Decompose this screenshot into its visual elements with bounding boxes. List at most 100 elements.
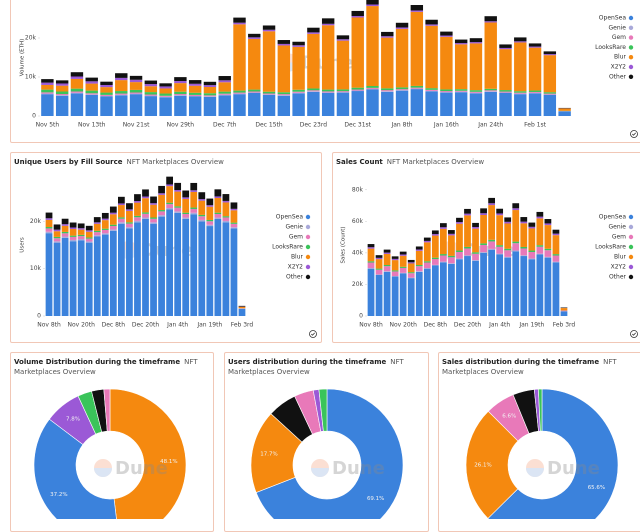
bar-segment <box>488 198 495 203</box>
bar-segment <box>545 219 552 223</box>
bar-segment <box>159 86 171 88</box>
bar-segment <box>126 228 133 316</box>
legend-swatch <box>306 245 310 249</box>
slice-label: 6.6% <box>502 413 516 419</box>
bar-segment <box>472 223 479 227</box>
bar-segment <box>496 254 503 255</box>
legend-swatch <box>629 35 633 39</box>
bar-segment <box>204 87 216 93</box>
legend-swatch <box>306 215 310 219</box>
bar-segment <box>219 95 231 116</box>
bar-segment <box>553 230 560 234</box>
bar-segment <box>115 78 127 80</box>
bar-segment <box>71 93 83 94</box>
bar-segment <box>118 224 125 316</box>
bar-segment <box>366 0 378 4</box>
bar-segment <box>499 90 511 92</box>
bar-segment <box>219 82 231 91</box>
bar-segment <box>366 89 378 116</box>
bar-segment <box>553 262 560 316</box>
bar-segment <box>322 93 334 116</box>
bar-segment <box>448 264 455 316</box>
bar-segment <box>472 229 479 253</box>
bar-segment <box>425 20 437 25</box>
bar-segment <box>248 34 260 38</box>
bar-segment <box>529 93 541 116</box>
bar-segment <box>198 216 205 220</box>
bar-segment <box>416 266 423 271</box>
x-tick-label: Nov 13th <box>78 122 106 129</box>
bar-segment <box>536 254 543 316</box>
x-tick-label: Feb 3rd <box>553 322 576 329</box>
bar-segment <box>514 42 526 91</box>
bar-segment <box>448 256 455 257</box>
bar-segment <box>110 214 117 224</box>
bar-segment <box>529 43 541 46</box>
bar-segment <box>292 92 304 93</box>
bar-segment <box>150 224 157 316</box>
bar-segment <box>456 224 463 251</box>
bar-segment <box>368 249 375 262</box>
x-tick-label: Nov 21st <box>123 122 150 129</box>
bar-segment <box>392 259 399 260</box>
bar-segment <box>514 37 526 41</box>
bar-segment <box>408 263 415 272</box>
bar-segment <box>86 241 93 242</box>
bar-segment <box>352 11 364 16</box>
bar-segment <box>392 270 399 271</box>
bar-segment <box>514 91 526 92</box>
bar-segment <box>198 220 205 221</box>
bar-segment <box>86 78 98 82</box>
bar-segment <box>496 213 503 215</box>
bar-segment <box>432 230 439 234</box>
bar-segment <box>206 199 213 206</box>
bar-segment <box>145 81 157 85</box>
bar-segment <box>115 95 127 96</box>
bar-segment <box>182 219 189 316</box>
bar-segment <box>54 237 61 238</box>
bar-segment <box>292 93 304 94</box>
bar-segment <box>94 217 101 222</box>
bar-segment <box>239 307 246 308</box>
bar-segment <box>182 199 189 213</box>
legend-label: X2Y2 <box>288 264 304 271</box>
bar-segment <box>70 237 77 240</box>
bar-segment <box>512 203 519 208</box>
slice-label: 69.1% <box>367 496 384 502</box>
bar-segment <box>381 88 393 90</box>
bar-segment <box>456 258 463 259</box>
bar-segment <box>231 223 238 224</box>
bar-segment <box>41 92 53 93</box>
bar-segment <box>400 267 407 268</box>
bar-segment <box>190 213 197 214</box>
bar-segment <box>416 272 423 316</box>
bar-segment <box>352 88 364 90</box>
bar-segment <box>440 229 447 254</box>
bar-segment <box>292 42 304 46</box>
bar-segment <box>134 194 141 201</box>
bar-segment <box>190 208 197 209</box>
bar-segment <box>130 94 142 116</box>
bar-segment <box>158 217 165 316</box>
bar-segment <box>464 209 471 214</box>
bar-segment <box>528 252 535 258</box>
slice-label: 65.6% <box>588 485 605 491</box>
x-tick-label: Dec 8th <box>102 322 126 329</box>
bar-segment <box>142 212 149 213</box>
legend-label: LooksRare <box>595 44 626 51</box>
y-axis-label: Users <box>20 237 26 253</box>
bar-segment <box>158 210 165 211</box>
bar-segment <box>307 90 319 91</box>
x-tick-label: Jan 16th <box>433 122 459 129</box>
bar-segment <box>472 261 479 316</box>
bar-segment <box>411 10 423 11</box>
bar-segment <box>130 80 142 82</box>
legend-label: Blur <box>291 254 304 261</box>
bar-segment <box>46 220 53 227</box>
legend-label: Other <box>286 274 304 281</box>
bar-segment <box>159 88 171 93</box>
bar-segment <box>278 95 290 96</box>
bar-segment <box>381 91 393 92</box>
bar-segment <box>337 92 349 93</box>
bar-segment <box>455 43 467 44</box>
